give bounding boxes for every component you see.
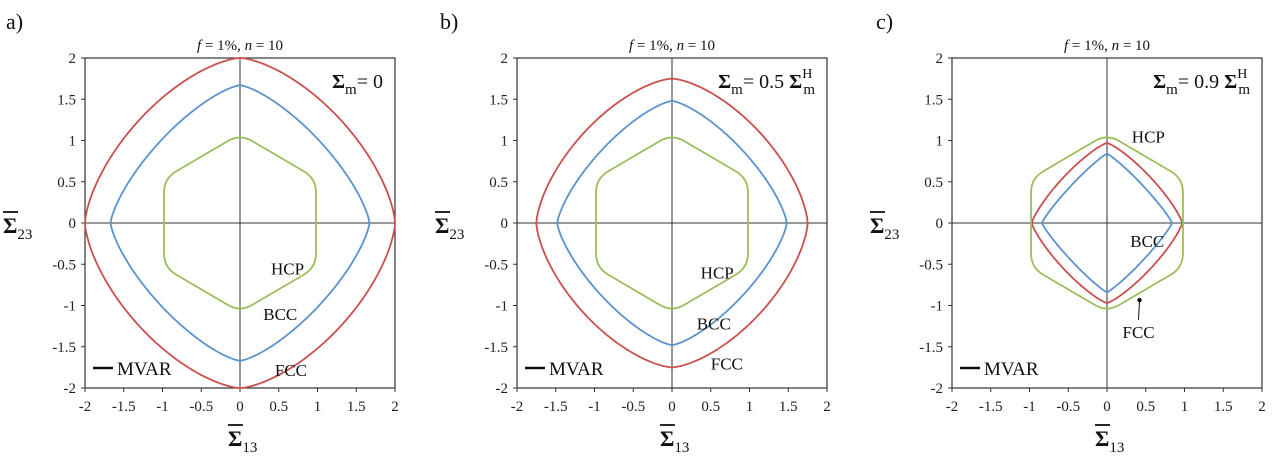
y-tick-label: 0 (69, 216, 77, 232)
x-tick-label: -2 (79, 399, 92, 415)
mean-stress-annotation: Σm= 0 (332, 71, 383, 98)
x-tick-label: 1 (746, 399, 754, 415)
chart-subtitle: f = 1%, n = 10 (197, 38, 283, 54)
pointer-dot (1137, 297, 1142, 303)
y-tick-label: -1.5 (919, 340, 943, 356)
x-tick-label: 1.5 (779, 399, 798, 415)
y-tick-label: -1 (496, 299, 509, 315)
y-tick-label: -0.5 (52, 257, 76, 273)
x-tick-label: 0.5 (269, 399, 288, 415)
curve-label-fcc: FCC (1123, 323, 1155, 342)
chart-panel-a: a) f = 1%, n = 10 -2 -1.5 -1 -0.5 0 0.5 1 1.5 2 -2 -… (3, 9, 399, 456)
y-axis-label: Σ23 (3, 213, 32, 243)
y-tick-label: 1.5 (489, 92, 508, 108)
y-axis-label: Σ23 (435, 213, 464, 243)
y-tick-label: 1.5 (57, 92, 76, 108)
x-tick-label: -0.5 (189, 399, 213, 415)
x-tick-label: 0 (668, 399, 676, 415)
x-tick-label: -2 (946, 399, 959, 415)
x-axis-label: Σ13 (660, 426, 689, 456)
y-tick-label: 1.5 (924, 92, 943, 108)
y-tick-label: 1 (936, 134, 944, 150)
x-tick-label: -0.5 (1056, 399, 1080, 415)
curve-label-bcc: BCC (697, 315, 731, 334)
x-tick-label: -1.5 (979, 399, 1003, 415)
y-tick-label: 2 (69, 51, 77, 67)
mean-stress-annotation: Σm= 0.5 ΣH m (718, 67, 815, 98)
x-tick-label: 2 (1258, 399, 1266, 415)
y-tick-label: 0.5 (924, 175, 943, 191)
pointer-line (1138, 300, 1141, 320)
curve-label-bcc: BCC (263, 305, 297, 324)
y-axis-label: Σ23 (870, 213, 899, 243)
y-tick-label: -1.5 (52, 340, 76, 356)
x-tick-label: 2 (391, 399, 399, 415)
curve-label-hcp: HCP (271, 259, 304, 278)
legend-label: MVAR (549, 359, 604, 380)
curve-label-bcc: BCC (1130, 232, 1164, 251)
y-tick-label: -2 (931, 381, 944, 397)
mean-stress-annotation: Σm= 0.9 ΣH m (1153, 67, 1250, 98)
y-tick-label: 0.5 (489, 175, 508, 191)
y-tick-label: -2 (496, 381, 509, 397)
y-tick-label: 0.5 (57, 175, 76, 191)
curve-hcp (595, 136, 749, 310)
y-tick-label: 0 (501, 216, 509, 232)
panel-letter: b) (440, 9, 458, 34)
x-tick-label: -1 (156, 399, 169, 415)
curve-label-fcc: FCC (711, 354, 743, 373)
x-tick-label: -0.5 (621, 399, 645, 415)
chart-panel-c: c) f = 1%, n = 10 -2 -1.5 -1 -0.5 0 0.5 1 1.5 2 -2 -… (870, 9, 1266, 456)
y-tick-label: 0 (936, 216, 944, 232)
x-tick-label: -1 (1023, 399, 1036, 415)
y-tick-label: -1 (931, 299, 944, 315)
x-axis-label: Σ13 (228, 426, 257, 456)
y-tick-label: -1.5 (484, 340, 508, 356)
panel-letter: a) (6, 9, 23, 34)
chart-subtitle: f = 1%, n = 10 (629, 38, 715, 54)
y-tick-label: 2 (936, 51, 944, 67)
curve-label-hcp: HCP (1132, 127, 1165, 146)
curve-fcc (84, 57, 396, 389)
y-tick-label: -0.5 (919, 257, 943, 273)
x-tick-label: 1 (1181, 399, 1189, 415)
curve-bcc (109, 84, 371, 362)
curve-fcc (535, 77, 809, 369)
x-tick-label: -2 (511, 399, 524, 415)
x-tick-label: -1 (588, 399, 601, 415)
curve-hcp (163, 136, 317, 310)
y-tick-label: 2 (501, 51, 509, 67)
x-tick-label: 0.5 (1136, 399, 1155, 415)
y-tick-label: 1 (501, 134, 509, 150)
x-tick-label: -1.5 (112, 399, 136, 415)
x-tick-label: 0 (236, 399, 244, 415)
curve-hcp (1030, 136, 1184, 310)
chart-panel-b: b) f = 1%, n = 10 -2 -1.5 -1 -0.5 0 0.5 1 1.5 2 -2 -… (435, 9, 831, 456)
y-tick-label: -1 (64, 299, 77, 315)
x-tick-label: 0.5 (701, 399, 720, 415)
panel-letter: c) (876, 9, 893, 34)
x-tick-label: 2 (823, 399, 831, 415)
x-axis-label: Σ13 (1095, 426, 1124, 456)
x-tick-label: 1 (314, 399, 322, 415)
curve-label-fcc: FCC (275, 361, 307, 380)
curve-bcc (1040, 152, 1174, 294)
curve-label-hcp: HCP (701, 264, 734, 283)
x-tick-label: 1.5 (347, 399, 366, 415)
y-tick-label: -2 (64, 381, 77, 397)
x-tick-label: -1.5 (544, 399, 568, 415)
x-tick-label: 1.5 (1214, 399, 1233, 415)
panels-layer: a)f = 1%, n = 10-2 -1.5 -1 -0.5 0 0.5 1 1.5 2-2-… (3, 9, 1266, 456)
curve-bcc (556, 99, 788, 347)
chart-subtitle: f = 1%, n = 10 (1064, 38, 1150, 54)
y-tick-label: 1 (69, 134, 77, 150)
y-tick-label: -0.5 (484, 257, 508, 273)
legend-label: MVAR (984, 359, 1039, 380)
legend-label: MVAR (117, 359, 172, 380)
x-tick-label: 0 (1103, 399, 1111, 415)
